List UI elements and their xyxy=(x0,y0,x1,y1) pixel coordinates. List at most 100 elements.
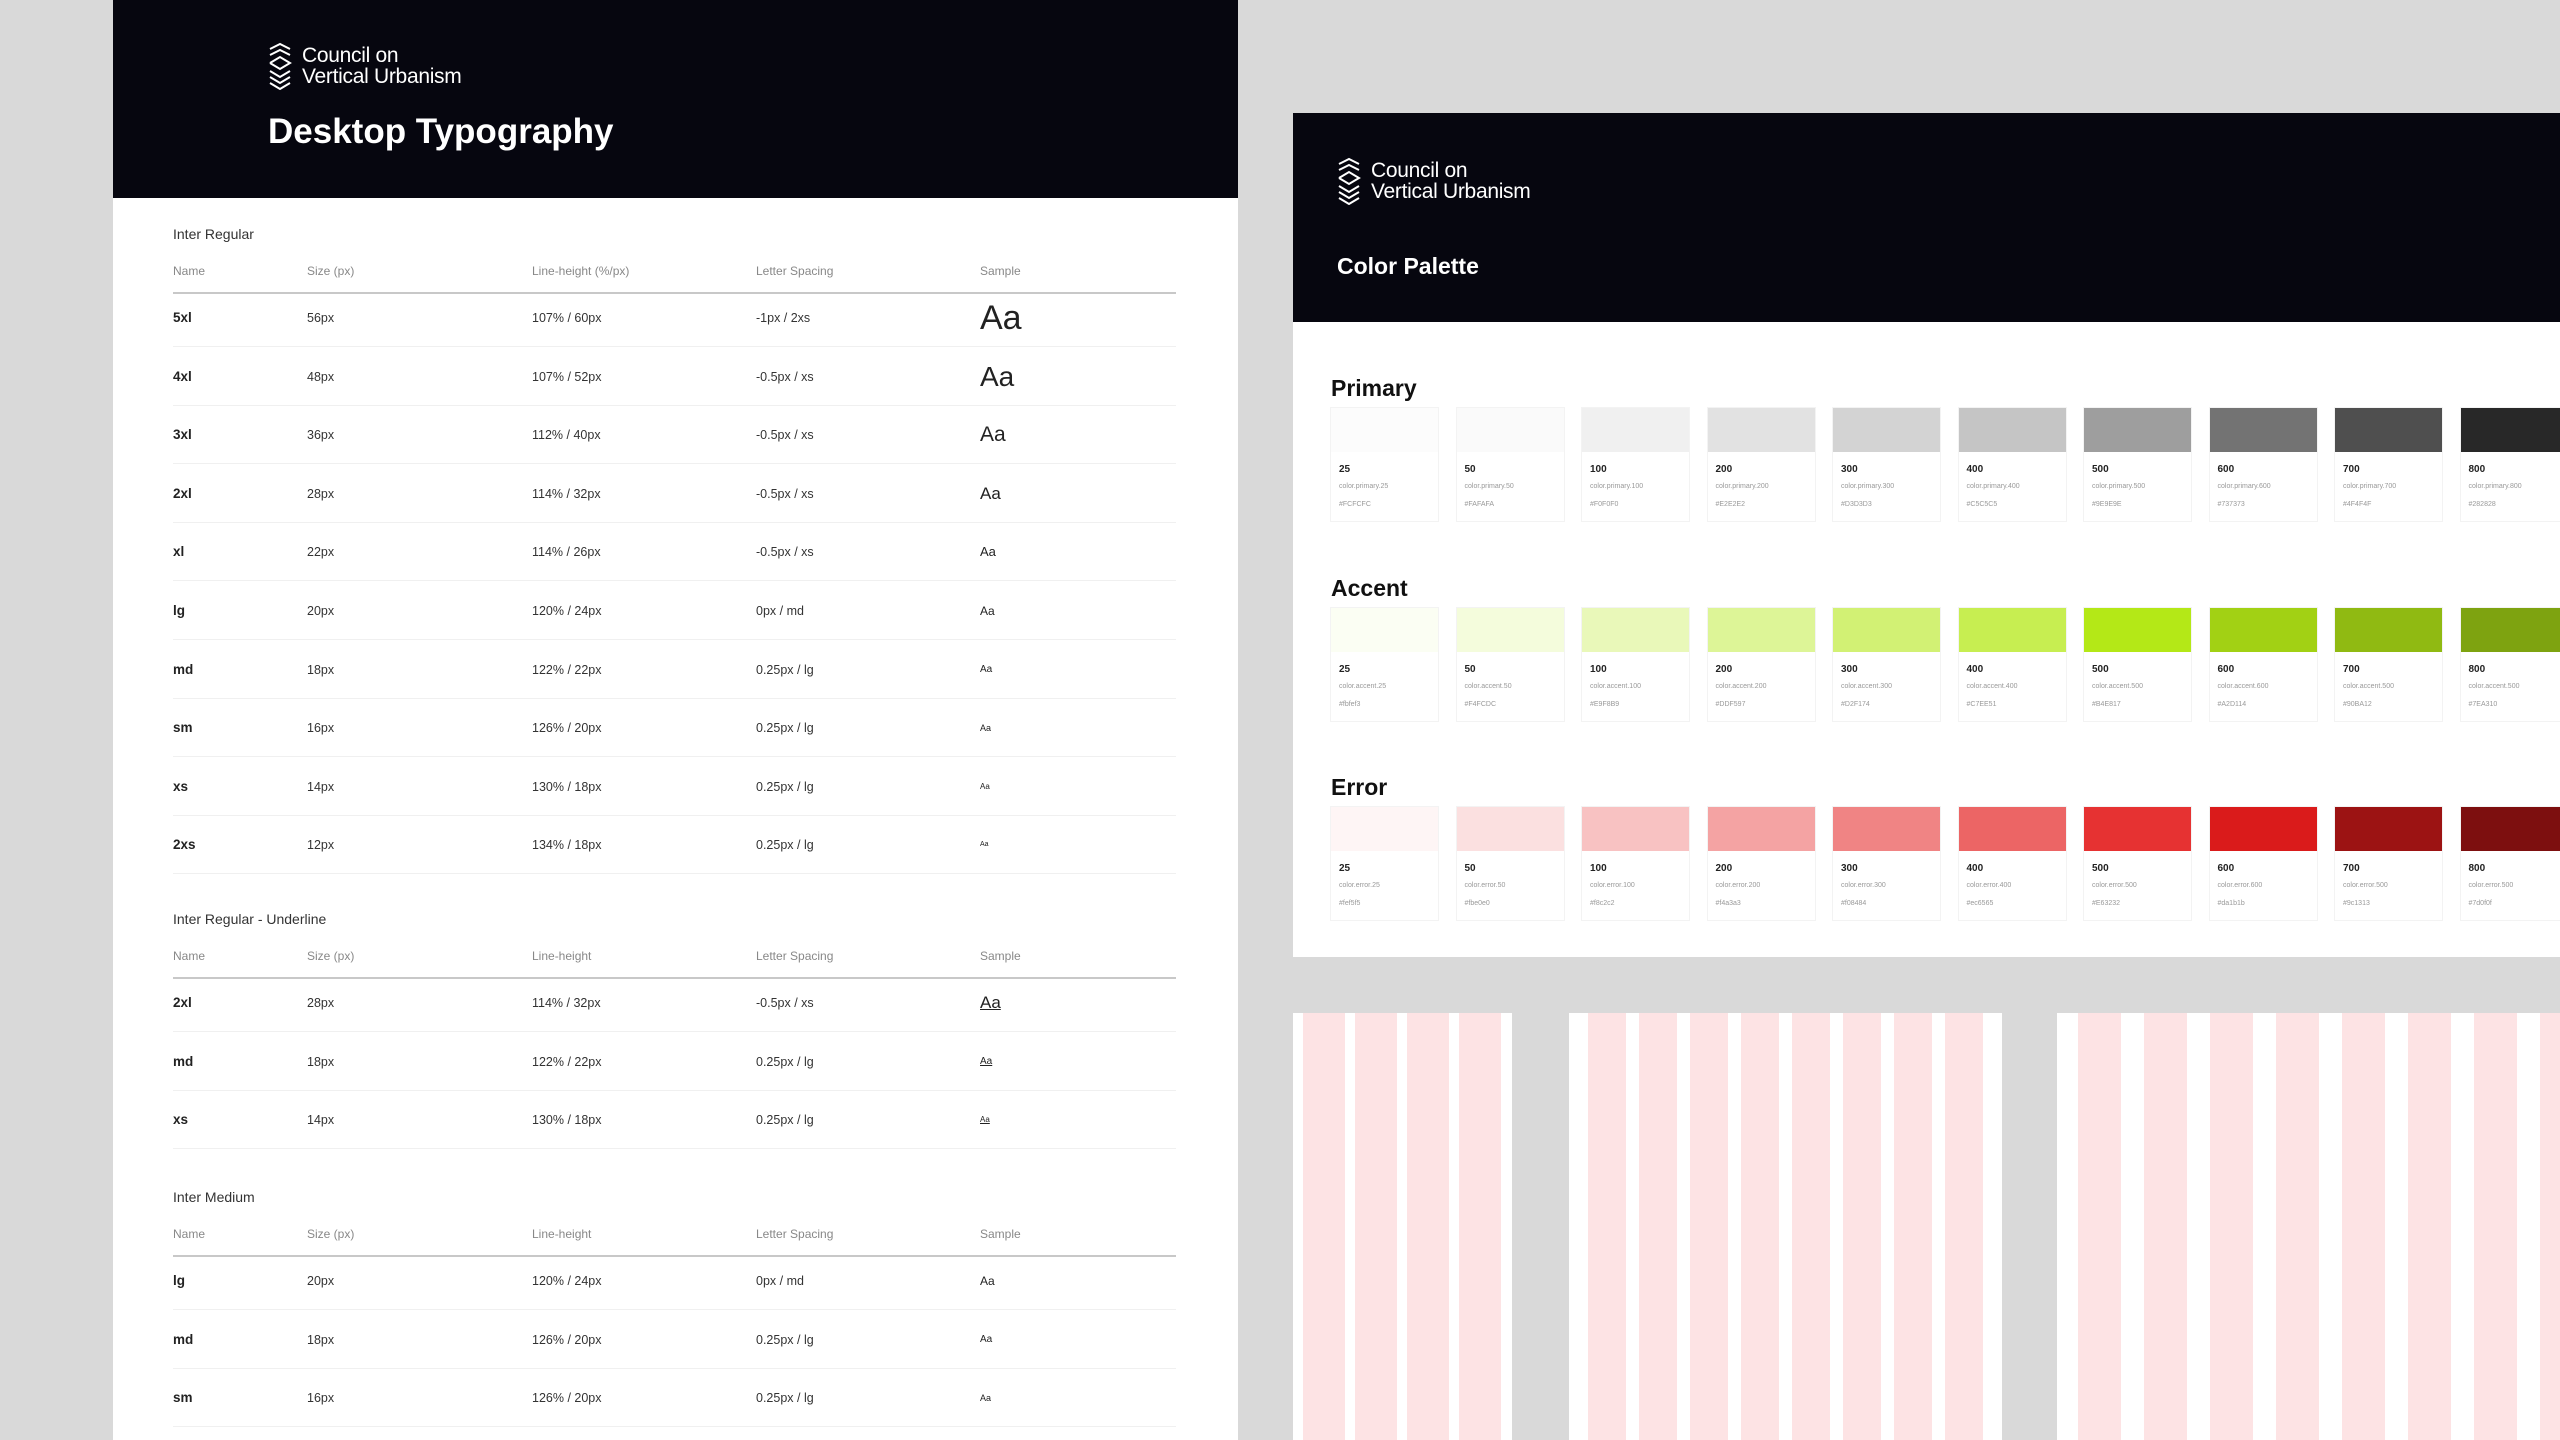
table-row: sm 16px 126% / 20px 0.25px / lg Aa xyxy=(173,1369,1176,1428)
color-swatch-card: 25 color.primary.25 #FCFCFC xyxy=(1331,408,1438,521)
swatch-step: 200 xyxy=(1715,464,1733,475)
color-swatch-card: 100 color.error.100 #f8c2c2 xyxy=(1582,807,1689,920)
swatch-hex: #9c1313 xyxy=(2343,900,2370,907)
type-sample: Aa xyxy=(980,544,996,560)
swatch-step: 800 xyxy=(2468,863,2486,874)
page-title: Desktop Typography xyxy=(268,112,614,151)
color-swatch xyxy=(2335,408,2442,452)
swatch-step: 700 xyxy=(2343,464,2360,475)
swatch-step: 25 xyxy=(1339,863,1351,874)
type-size: 12px xyxy=(307,838,335,853)
type-name: md xyxy=(173,661,194,677)
group-title: Accent xyxy=(1331,575,1408,601)
column-header: Size (px) xyxy=(307,1227,355,1241)
color-swatch xyxy=(2460,408,2560,452)
type-letter-spacing: 0.25px / lg xyxy=(756,1113,814,1128)
color-swatch xyxy=(2335,608,2442,652)
table-row: 5xl 56px 107% / 60px -1px / 2xs Aa xyxy=(173,289,1176,347)
color-swatch-card: 800 color.error.500 #7d0f0f xyxy=(2460,807,2560,920)
type-line-height: 126% / 20px xyxy=(532,1391,602,1406)
color-swatch-card: 300 color.accent.300 #D2F174 xyxy=(1833,608,1940,721)
swatch-token: color.primary.200 xyxy=(1715,483,1769,490)
type-size: 22px xyxy=(307,545,335,560)
type-line-height: 107% / 52px xyxy=(532,369,602,384)
type-sample: Aa xyxy=(980,604,995,618)
grid-column xyxy=(1355,1013,1397,1440)
type-name: sm xyxy=(173,1390,193,1406)
type-line-height: 122% / 22px xyxy=(532,1054,602,1069)
color-swatch-card: 700 color.primary.700 #4F4F4F xyxy=(2335,408,2442,521)
grid-column xyxy=(2540,1013,2560,1440)
swatch-hex: #C7EE51 xyxy=(1966,701,1997,708)
type-sample: Aa xyxy=(980,993,1001,1012)
table-header: Name Size (px) Line-height (%/px) Letter Sp… xyxy=(173,264,1176,294)
type-name: 3xl xyxy=(173,427,192,443)
color-swatch-card: 300 color.primary.300 #D3D3D3 xyxy=(1833,408,1940,521)
color-swatch-card: 800 color.accent.500 #7EA310 xyxy=(2460,608,2560,721)
color-swatch-card: 400 color.primary.400 #C5C5C5 xyxy=(1958,408,2066,521)
type-letter-spacing: 0.25px / lg xyxy=(756,721,814,736)
type-line-height: 122% / 22px xyxy=(532,662,602,677)
grid-column xyxy=(2342,1013,2385,1440)
brand-logo: Council on Vertical Urbanism xyxy=(1337,157,1531,205)
color-swatch-card: 25 color.accent.25 #fbfef3 xyxy=(1331,608,1438,721)
type-line-height: 126% / 20px xyxy=(532,1332,602,1347)
swatch-hex: #A2D114 xyxy=(2217,701,2247,708)
swatch-step: 100 xyxy=(1590,664,1607,675)
swatch-hex: #C5C5C5 xyxy=(1966,501,1998,508)
swatch-hex: #F4FCDC xyxy=(1464,701,1497,708)
type-size: 56px xyxy=(307,311,335,325)
table-header: Name Size (px) Line-height Letter Spacing Sa… xyxy=(173,949,1176,979)
type-letter-spacing: -1px / 2xs xyxy=(756,311,811,325)
color-swatch-card: 50 color.error.50 #fbe0e0 xyxy=(1456,807,1564,920)
type-name: xs xyxy=(173,778,189,794)
swatch-step: 600 xyxy=(2217,863,2235,874)
color-swatch xyxy=(1707,408,1815,452)
type-sample: Aa xyxy=(980,483,1001,503)
type-line-height: 130% / 18px xyxy=(532,1113,602,1128)
section-title: Inter Regular - Underline xyxy=(173,911,327,927)
type-name: lg xyxy=(173,1273,185,1288)
type-size: 48px xyxy=(307,369,335,384)
color-swatch xyxy=(2209,408,2317,452)
grid-column xyxy=(2474,1013,2517,1440)
color-swatch xyxy=(2460,807,2560,851)
swatch-hex: #D3D3D3 xyxy=(1841,501,1872,508)
color-swatch-card: 700 color.error.500 #9c1313 xyxy=(2335,807,2442,920)
color-swatch xyxy=(1331,807,1438,851)
table-row: xs 14px 130% / 18px 0.25px / lg Aa xyxy=(173,1091,1176,1150)
grid-column xyxy=(1792,1013,1830,1440)
type-name: xs xyxy=(173,1112,189,1128)
type-letter-spacing: 0.25px / lg xyxy=(756,1391,814,1406)
color-swatch xyxy=(1958,408,2066,452)
column-header: Letter Spacing xyxy=(756,949,834,963)
swatch-step: 600 xyxy=(2217,464,2235,475)
swatch-hex: #fbe0e0 xyxy=(1464,900,1490,907)
color-swatch xyxy=(1707,807,1815,851)
swatch-step: 100 xyxy=(1590,464,1607,475)
type-line-height: 112% / 40px xyxy=(532,428,601,443)
swatch-token: color.error.400 xyxy=(1966,882,2012,889)
column-header: Name xyxy=(173,949,206,963)
grid-column xyxy=(2144,1013,2187,1440)
color-swatch-card: 300 color.error.300 #f08484 xyxy=(1833,807,1940,920)
swatch-token: color.error.600 xyxy=(2217,882,2263,889)
column-header: Sample xyxy=(980,949,1021,963)
swatch-token: color.error.500 xyxy=(2092,882,2137,889)
color-swatch-card: 800 color.primary.800 #282828 xyxy=(2460,408,2560,521)
color-swatch-card: 200 color.accent.200 #DDF597 xyxy=(1707,608,1815,721)
swatch-token: color.error.500 xyxy=(2468,882,2514,889)
type-line-height: 130% / 18px xyxy=(532,779,602,794)
table-row: 3xl 36px 112% / 40px -0.5px / xs Aa xyxy=(173,406,1176,465)
grid-column xyxy=(1894,1013,1932,1440)
swatch-token: color.accent.50 xyxy=(1464,683,1512,690)
color-swatch-card: 200 color.primary.200 #E2E2E2 xyxy=(1707,408,1815,521)
type-letter-spacing: 0.25px / lg xyxy=(756,1332,814,1347)
type-sample: Aa xyxy=(980,423,1006,447)
type-sample: Aa xyxy=(980,841,989,849)
type-name: 2xl xyxy=(173,995,192,1010)
color-swatch xyxy=(1707,608,1815,652)
color-swatch xyxy=(1456,807,1564,851)
swatch-token: color.primary.400 xyxy=(1966,483,2020,490)
swatch-hex: #737373 xyxy=(2217,501,2245,508)
